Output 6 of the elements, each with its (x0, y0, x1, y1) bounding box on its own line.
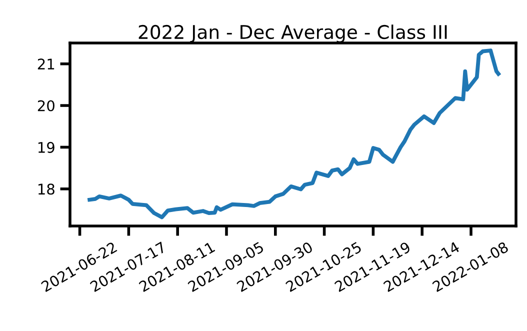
line-series (88, 48, 500, 220)
y-tick-label: 20 (38, 100, 54, 112)
y-tick-label: 18 (38, 184, 54, 195)
y-tick-label: 19 (38, 142, 54, 153)
chart-title: 2022 Jan - Dec Average - Class III (138, 24, 447, 43)
y-tick-label: 21 (38, 58, 54, 70)
